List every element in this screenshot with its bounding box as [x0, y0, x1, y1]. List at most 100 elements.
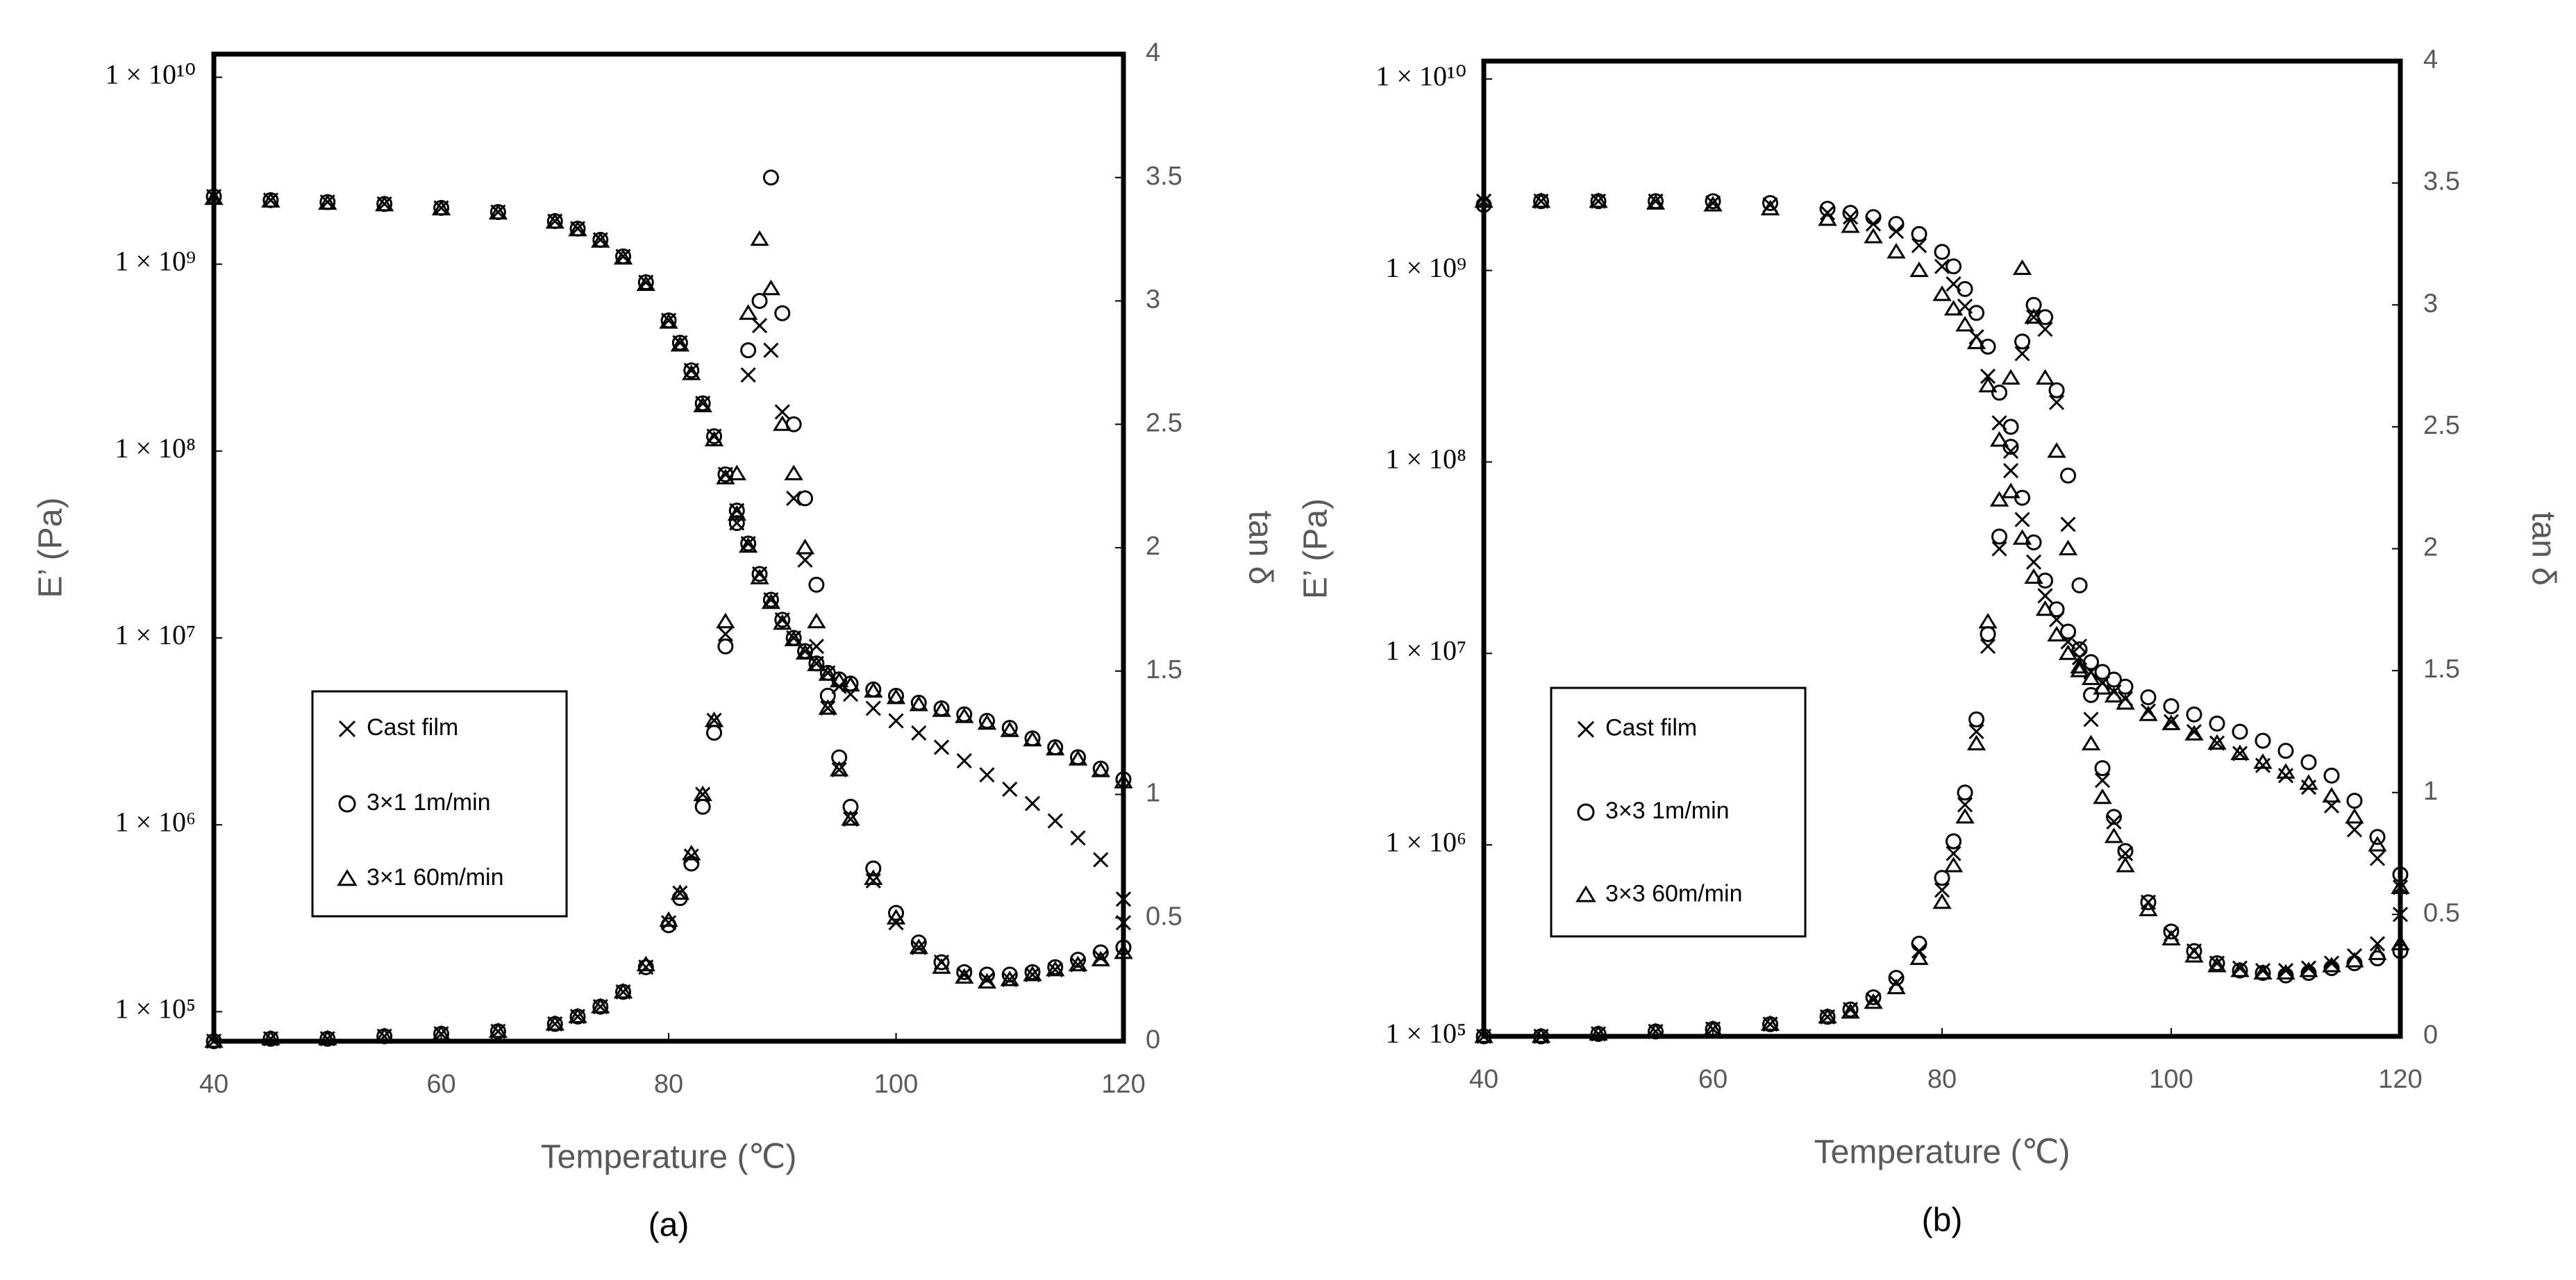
triangle-marker	[1887, 978, 1906, 995]
triangle-marker	[1932, 893, 1952, 909]
y2-tick-label: 3	[2423, 289, 2438, 318]
triangle-marker	[795, 539, 815, 555]
circle-marker	[706, 428, 722, 444]
circle-marker	[2163, 698, 2180, 714]
circle-marker	[2277, 743, 2294, 759]
triangle-marker	[2058, 644, 2078, 660]
circle-marker	[2094, 664, 2111, 680]
triangle-marker	[1966, 333, 1987, 350]
triangle-marker	[784, 630, 803, 646]
triangle-marker	[261, 1029, 281, 1045]
triangle-marker	[670, 884, 690, 900]
circle-marker	[2094, 760, 2111, 777]
triangle-marker	[591, 997, 610, 1013]
triangle-marker	[1966, 734, 1987, 750]
triangle-marker	[1531, 192, 1551, 208]
circle-marker	[1934, 244, 1950, 260]
triangle-marker	[1909, 261, 1929, 278]
triangle-marker	[2345, 807, 2364, 824]
y2-tick-label: 2	[2423, 533, 2438, 562]
plot-frame	[1481, 58, 2403, 1039]
y-tick-label: 1 × 10⁸	[1385, 444, 1466, 475]
triangle-marker	[1887, 243, 1906, 259]
triangle-marker	[2024, 568, 2043, 584]
y2-tick-label: 1.5	[1146, 655, 1182, 684]
legend-label: Cast film	[1605, 715, 1697, 741]
triangle-marker	[2230, 744, 2250, 761]
triangle-marker	[2184, 947, 2204, 963]
triangle-marker	[2116, 694, 2135, 710]
circle-marker	[2106, 809, 2122, 825]
circle-marker	[865, 860, 882, 877]
triangle-marker	[636, 955, 655, 972]
triangle-marker	[2253, 753, 2273, 769]
triangle-marker	[682, 844, 701, 861]
x-tick-label: 80	[654, 1070, 683, 1099]
y-tick-label: 1 × 10⁸	[115, 432, 196, 464]
legend-label: 3×3 1m/min	[1605, 798, 1730, 824]
triangle-marker	[909, 938, 928, 954]
circle-marker	[2025, 534, 2042, 550]
legend-label: 3×1 1m/min	[367, 789, 491, 816]
x-marker	[979, 767, 995, 783]
circle-marker	[2163, 923, 2180, 940]
triangle-marker	[2070, 662, 2089, 677]
x-marker	[2117, 845, 2134, 861]
x-marker	[911, 725, 927, 741]
triangle-marker	[2093, 788, 2112, 805]
x-tick-label: 80	[1927, 1065, 1957, 1094]
triangle-marker	[1646, 194, 1666, 210]
legend-label: 3×1 60m/min	[367, 864, 504, 891]
x-marker	[338, 720, 356, 738]
triangle-marker	[2253, 963, 2273, 980]
y-axis-title: E’ (Pa)	[33, 498, 69, 598]
triangle-marker	[955, 707, 974, 723]
triangle-marker	[1046, 961, 1065, 977]
triangle-marker	[841, 675, 860, 692]
y2-axis-title: tan δ	[2525, 512, 2561, 586]
x-marker	[1002, 781, 1018, 798]
triangle-marker	[2322, 786, 2341, 803]
circle-marker	[1762, 194, 1778, 211]
x-marker	[2025, 554, 2042, 570]
x-marker	[2048, 394, 2065, 410]
triangle-marker	[1864, 993, 1883, 1009]
triangle-marker	[761, 593, 781, 609]
circle-marker	[2232, 723, 2248, 740]
y2-tick-label: 3.5	[2423, 167, 2460, 196]
triangle-marker	[1841, 217, 1860, 233]
triangle-marker	[2081, 669, 2101, 685]
triangle-marker	[977, 714, 997, 730]
x-marker	[717, 626, 733, 642]
x-marker	[1968, 723, 1984, 740]
circle-marker	[2037, 572, 2053, 589]
triangle-marker	[374, 196, 394, 212]
y-tick-label: 1 × 10⁷	[1385, 634, 1466, 666]
triangle-marker	[2012, 259, 2032, 276]
triangle-marker	[807, 612, 826, 629]
x-marker	[2083, 711, 2099, 727]
y-tick-label: 1 × 10¹⁰	[105, 59, 196, 90]
circle-marker	[706, 725, 722, 741]
x-marker	[2037, 321, 2053, 337]
y-tick-label: 1 × 10⁶	[1385, 826, 1466, 857]
triangle-marker	[2035, 600, 2055, 616]
triangle-marker	[2001, 482, 2021, 498]
triangle-marker	[932, 958, 951, 974]
x-marker	[797, 552, 813, 568]
circle-marker	[1047, 959, 1064, 975]
circle-marker	[1577, 803, 1595, 821]
x-marker	[2277, 768, 2294, 784]
triangle-marker	[818, 699, 837, 715]
circle-marker	[2048, 382, 2065, 398]
y2-tick-label: 0.5	[1146, 902, 1182, 931]
triangle-marker	[2104, 687, 2124, 702]
triangle-marker	[864, 682, 883, 698]
triangle-marker	[1046, 739, 1065, 756]
triangle-marker	[1589, 192, 1608, 208]
circle-marker	[2060, 623, 2076, 640]
triangle-marker	[488, 1022, 508, 1038]
triangle-marker	[2184, 725, 2204, 741]
triangle-marker	[2276, 763, 2295, 779]
